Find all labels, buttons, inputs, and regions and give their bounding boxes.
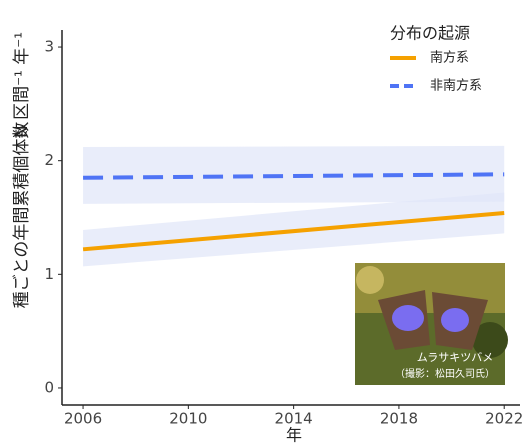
legend-title: 分布の起源 xyxy=(390,24,470,43)
x-tick-label: 2022 xyxy=(485,410,523,428)
photo: ムラサキツバメ （撮影：松田久司氏） xyxy=(355,263,508,385)
y-tick-label: 0 xyxy=(44,378,54,396)
y-axis-unit: N 区間⁻¹ 年⁻¹ xyxy=(12,32,32,138)
photo-credit: （撮影：松田久司氏） xyxy=(395,367,495,380)
y-tick-label: 1 xyxy=(44,265,54,283)
series-line xyxy=(82,210,505,252)
legend-label: 非南方系 xyxy=(430,78,482,94)
legend-label: 南方系 xyxy=(430,50,469,66)
y-tick-label: 3 xyxy=(44,38,54,56)
photo-caption: ムラサキツバメ xyxy=(417,351,493,364)
y-tick-label: 2 xyxy=(44,151,54,169)
x-tick-label: 2010 xyxy=(169,410,207,428)
x-tick-label: 2018 xyxy=(380,410,418,428)
x-tick-label: 2006 xyxy=(64,410,102,428)
series-line xyxy=(83,172,505,180)
x-axis-label: 年 xyxy=(286,426,302,445)
x-tick-label: 2014 xyxy=(275,410,313,428)
y-axis-label: 種ごとの年間累積個体数 xyxy=(12,122,32,309)
